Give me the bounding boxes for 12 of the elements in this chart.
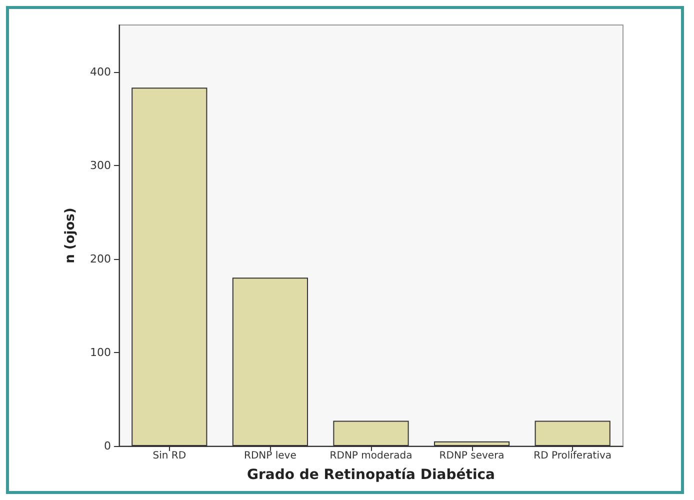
x-tick-label: Sin RD bbox=[152, 450, 186, 462]
x-tick-label: RDNP severa bbox=[439, 450, 504, 462]
x-tick-label: RDNP leve bbox=[244, 450, 296, 462]
x-tick-label: RDNP moderada bbox=[330, 450, 412, 462]
x-tick-label: RD Proliferativa bbox=[534, 450, 612, 462]
x-axis-title: Grado de Retinopatía Diabética bbox=[246, 467, 496, 483]
y-tick-label: 0 bbox=[104, 440, 111, 452]
y-tick-label: 200 bbox=[90, 252, 111, 266]
y-axis-title: n (ojos) bbox=[63, 208, 78, 264]
y-tick-label: 100 bbox=[90, 346, 111, 359]
y-tick-label: 400 bbox=[90, 65, 111, 78]
y-tick-label: 300 bbox=[90, 158, 111, 172]
